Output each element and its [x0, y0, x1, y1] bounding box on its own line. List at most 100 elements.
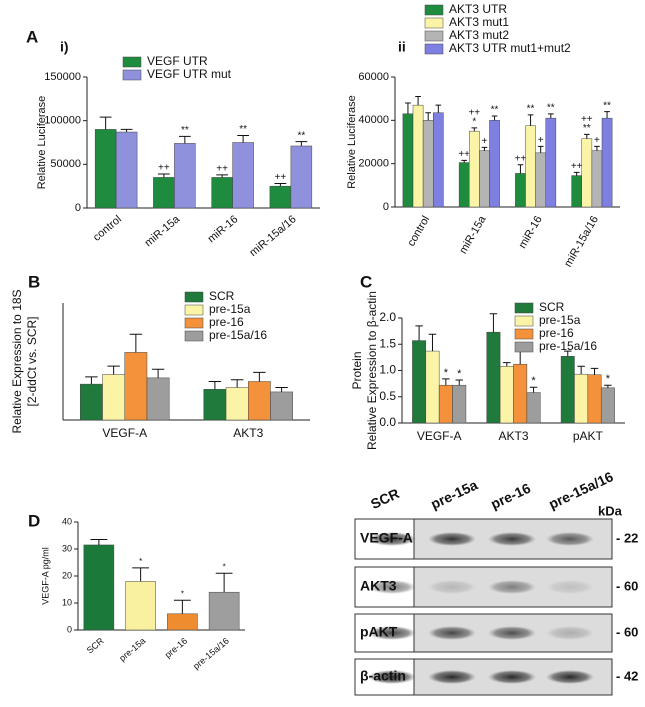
blot-band — [488, 626, 536, 640]
error-bar — [151, 368, 165, 378]
bar — [458, 162, 470, 208]
y-axis-title: [2-ddCt vs. SCR] — [25, 316, 39, 406]
blot-band — [546, 670, 594, 684]
error-bar — [604, 111, 610, 119]
x-tick-label: pre-15a — [117, 636, 147, 664]
error-bar — [129, 333, 143, 353]
bar — [452, 384, 467, 424]
error-bar — [425, 112, 432, 121]
bar — [515, 173, 526, 208]
error-bar — [537, 145, 544, 153]
significance-label: * — [472, 117, 476, 128]
legend-swatch — [424, 4, 444, 16]
legend-swatch — [122, 69, 142, 81]
error-bar — [173, 599, 191, 614]
error-bar — [405, 102, 411, 114]
y-tick-label: 10 — [62, 597, 72, 607]
panel-sublabel: i) — [60, 39, 69, 55]
kda-label: - 60 — [616, 578, 638, 593]
legend-swatch — [424, 30, 444, 42]
x-tick-label: control — [405, 214, 432, 249]
significance-label: ++ — [458, 149, 470, 160]
error-bar — [120, 128, 133, 133]
x-tick-label: pAKT — [573, 429, 604, 443]
significance-label: * — [223, 562, 226, 571]
bar — [270, 391, 293, 421]
x-tick-label: miR-15a — [457, 213, 489, 256]
bar — [102, 374, 125, 421]
y-tick-label: 0 — [75, 202, 81, 214]
bar — [469, 130, 480, 208]
y-tick-label: 100000 — [44, 115, 81, 127]
error-bar — [455, 379, 463, 386]
blot-band — [368, 626, 416, 640]
y-tick-label: 40000 — [358, 114, 389, 126]
bar — [479, 150, 490, 208]
error-bar — [230, 379, 244, 388]
bar — [486, 331, 501, 424]
error-bar — [547, 113, 554, 119]
significance-label: ++ — [571, 161, 583, 172]
significance-label: * — [444, 367, 449, 379]
x-tick-label: SCR — [85, 635, 106, 655]
bar — [574, 373, 589, 424]
significance-label: ++ — [158, 163, 170, 174]
blot-band — [546, 626, 594, 640]
legend-label: pre-16 — [209, 315, 244, 329]
legend-swatch — [514, 302, 534, 314]
error-bar — [604, 384, 612, 388]
legend-swatch — [424, 43, 444, 55]
y-tick-label: 0.5 — [379, 389, 396, 403]
error-bar — [415, 325, 423, 341]
legend-label: pre-16 — [539, 326, 574, 340]
bar — [174, 143, 196, 209]
bar — [203, 389, 227, 421]
error-bar — [491, 115, 498, 121]
bar — [545, 117, 557, 208]
error-bar — [295, 141, 308, 146]
bar — [422, 120, 434, 208]
significance-label: * — [181, 589, 184, 598]
kda-label: - 60 — [616, 624, 638, 639]
significance-label: ** — [527, 104, 535, 115]
error-bar — [461, 159, 468, 163]
legend-label: AKT3 UTR mut1+mut2 — [449, 41, 571, 55]
error-bar — [594, 145, 600, 151]
y-tick-label: 0 — [67, 624, 72, 634]
significance-label: ** — [297, 130, 305, 141]
significance-label: + — [482, 136, 488, 147]
significance-label: * — [606, 373, 611, 385]
legend-label: SCR — [209, 289, 235, 303]
x-tick-label: miR-15a/16 — [247, 213, 298, 259]
bar — [208, 591, 240, 631]
lane-label: pre-15a — [428, 476, 480, 512]
y-axis-title: Relative Luciferase — [36, 96, 48, 190]
legend-label: VEGF UTR mut — [147, 67, 232, 81]
y-tick-label: 20000 — [358, 158, 389, 170]
bar — [115, 131, 138, 209]
error-bar — [489, 313, 498, 333]
chart: 0 50000 100000 150000 control miR-15a ++ ** miR-… — [26, 27, 320, 259]
error-bar — [517, 164, 524, 174]
bar — [232, 142, 254, 209]
blot-band — [428, 626, 476, 640]
significance-label: ++ — [468, 108, 480, 119]
legend-swatch — [514, 328, 534, 340]
legend-swatch — [184, 330, 204, 342]
bar — [526, 392, 541, 424]
y-tick-label: 40 — [62, 516, 72, 526]
legend-swatch — [184, 291, 204, 303]
legend-label: AKT3 mut1 — [449, 15, 509, 29]
y-tick-label: 1.0 — [379, 363, 396, 377]
lane-label: pre-16 — [488, 480, 533, 512]
significance-label: ++ — [515, 153, 527, 164]
bar — [425, 350, 440, 424]
row-label: pAKT — [360, 624, 398, 640]
y-axis-title: Protein — [350, 351, 364, 389]
bar — [80, 383, 103, 421]
kda-label: - 22 — [616, 530, 638, 545]
bar — [124, 352, 148, 421]
